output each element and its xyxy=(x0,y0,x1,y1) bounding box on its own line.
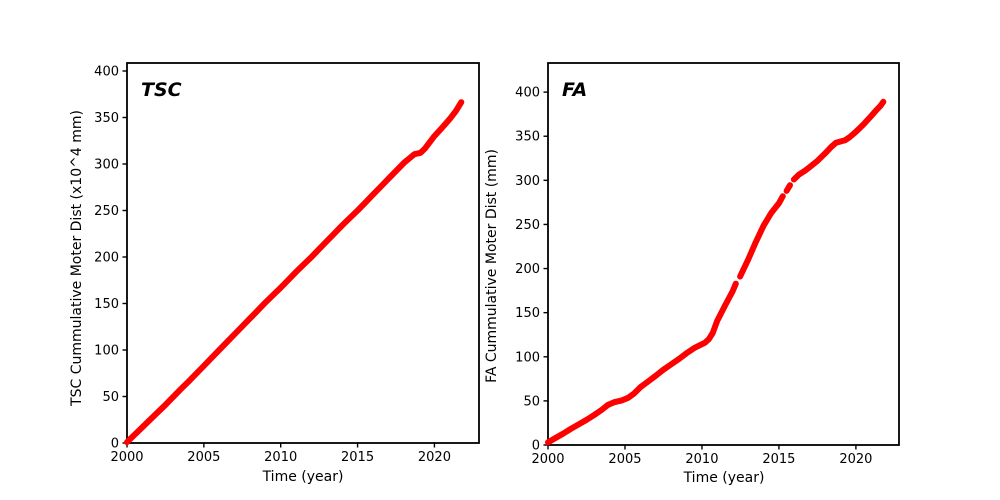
tsc-y-tick-label: 350 xyxy=(94,111,119,126)
fa-plot-title: FA xyxy=(562,79,588,101)
tsc-x-tick-label: 2005 xyxy=(187,450,220,465)
tsc-axes: 2000 2005 2010 2015 2020 0 50 100 150 200 250 300 35… xyxy=(94,62,480,465)
tsc-y-tick-label: 400 xyxy=(94,64,119,79)
fa-y-tick-label: 150 xyxy=(515,306,540,321)
tsc-y-tick-label: 300 xyxy=(94,157,119,172)
fa-data-series xyxy=(737,193,786,280)
fa-data-series xyxy=(790,98,887,183)
fa-x-tick-label: 2005 xyxy=(608,452,641,467)
tsc-y-tick-label: 50 xyxy=(102,390,119,405)
fa-y-tick-label: 300 xyxy=(515,174,540,189)
tsc-y-tick-label: 250 xyxy=(94,204,119,219)
fa-axes: 2000 2005 2010 2015 2020 0 50 100 150 200 250 300 35… xyxy=(515,62,900,467)
fa-x-tick-label: 2010 xyxy=(685,452,718,467)
fa-x-tick-label: 2000 xyxy=(531,452,564,467)
tsc-y-tick-label: 150 xyxy=(94,297,119,312)
tsc-plot-title: TSC xyxy=(141,79,182,101)
tsc-x-axis-label: Time (year) xyxy=(262,469,344,485)
fa-x-tick-label: 2015 xyxy=(762,452,795,467)
fa-axes-spines xyxy=(547,62,900,446)
fa-data-series xyxy=(545,280,739,446)
tsc-y-axis-label: TSC Cummulative Moter Dist (x10^4 mm) xyxy=(69,110,85,406)
fa-y-tick-label: 0 xyxy=(532,439,540,454)
fa-y-axis-label: FA Cummulative Moter Dist (mm) xyxy=(484,149,500,383)
fa-y-tick-label: 50 xyxy=(523,394,540,409)
fa-y-tick-label: 250 xyxy=(515,218,540,233)
fa-y-tick-label: 200 xyxy=(515,262,540,277)
tsc-y-tick-label: 100 xyxy=(94,343,119,358)
tsc-x-tick-label: 2000 xyxy=(110,450,143,465)
tsc-x-tick-label: 2015 xyxy=(341,450,374,465)
fa-data-series xyxy=(783,182,793,194)
tsc-data-series xyxy=(124,99,465,446)
fa-x-axis-label: Time (year) xyxy=(683,470,765,486)
fa-y-tick-label: 400 xyxy=(515,86,540,101)
tsc-axes-spines xyxy=(126,62,480,444)
fa-x-tick-label: 2020 xyxy=(839,452,872,467)
tsc-x-tick-label: 2020 xyxy=(418,450,451,465)
fa-y-tick-label: 100 xyxy=(515,350,540,365)
tsc-y-tick-label: 0 xyxy=(111,437,119,452)
tsc-x-tick-label: 2010 xyxy=(264,450,297,465)
fa-y-tick-label: 350 xyxy=(515,130,540,145)
tsc-y-tick-label: 200 xyxy=(94,250,119,265)
